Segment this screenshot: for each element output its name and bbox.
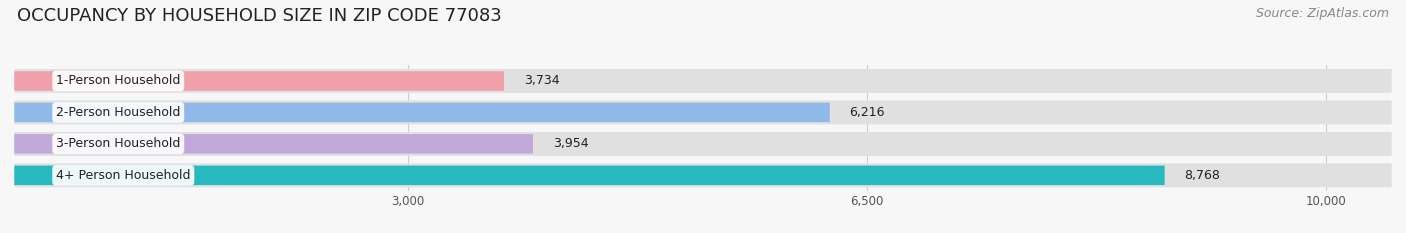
FancyBboxPatch shape: [14, 134, 533, 154]
Text: 3,954: 3,954: [553, 137, 588, 150]
Text: 8,768: 8,768: [1184, 169, 1220, 182]
Text: 2-Person Household: 2-Person Household: [56, 106, 180, 119]
FancyBboxPatch shape: [14, 103, 830, 122]
FancyBboxPatch shape: [14, 163, 1392, 187]
Text: OCCUPANCY BY HOUSEHOLD SIZE IN ZIP CODE 77083: OCCUPANCY BY HOUSEHOLD SIZE IN ZIP CODE …: [17, 7, 502, 25]
Text: 1-Person Household: 1-Person Household: [56, 75, 180, 87]
Text: 4+ Person Household: 4+ Person Household: [56, 169, 191, 182]
Text: 3-Person Household: 3-Person Household: [56, 137, 180, 150]
Text: 6,216: 6,216: [849, 106, 884, 119]
Text: 3,734: 3,734: [524, 75, 560, 87]
FancyBboxPatch shape: [14, 132, 1392, 156]
FancyBboxPatch shape: [14, 69, 1392, 93]
FancyBboxPatch shape: [14, 71, 505, 91]
FancyBboxPatch shape: [14, 100, 1392, 124]
FancyBboxPatch shape: [14, 166, 1164, 185]
Text: Source: ZipAtlas.com: Source: ZipAtlas.com: [1256, 7, 1389, 20]
